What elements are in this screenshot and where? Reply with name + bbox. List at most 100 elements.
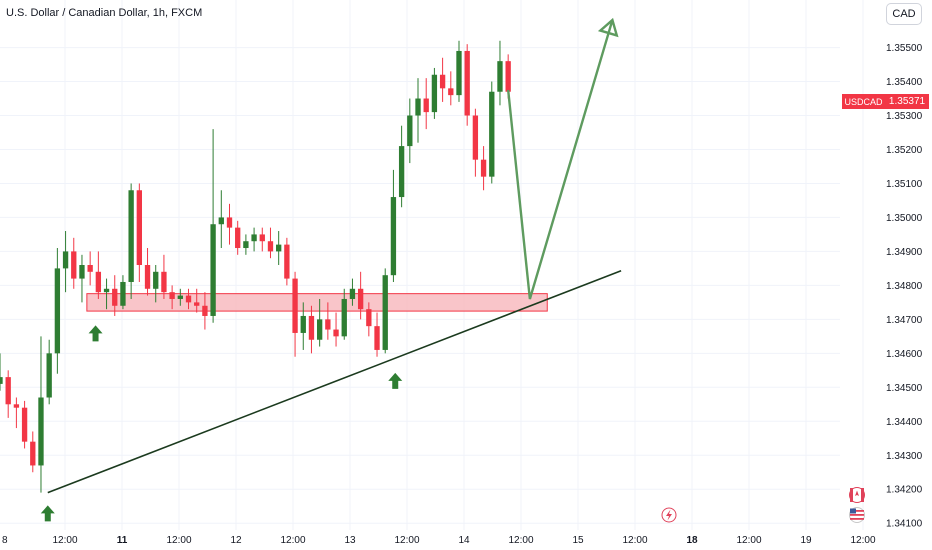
candle <box>95 251 102 299</box>
candle <box>374 312 380 357</box>
candle <box>366 302 372 337</box>
y-tick-label: 1.34900 <box>886 247 923 258</box>
candle <box>177 288 183 306</box>
candle <box>46 339 52 405</box>
candle <box>218 190 224 249</box>
candle <box>226 203 233 245</box>
time-axis[interactable]: 8 12:00 11 12:00 12 12:00 13 12:00 14 12:00 15 12:0… <box>2 535 876 546</box>
candle <box>38 336 44 493</box>
candle <box>341 288 347 340</box>
us-flag-icon[interactable] <box>849 507 865 523</box>
candle <box>357 271 364 320</box>
candle <box>472 108 479 177</box>
candle <box>13 397 20 429</box>
candle <box>456 40 462 102</box>
candle <box>71 237 77 289</box>
candle <box>169 285 175 310</box>
candle <box>79 254 85 303</box>
support-arrow <box>88 325 103 342</box>
projection-arrowhead <box>597 17 619 38</box>
x-tick-label: 15 <box>572 535 584 546</box>
x-tick-label: 12:00 <box>736 535 761 546</box>
candle <box>489 81 495 184</box>
x-tick-label: 19 <box>800 535 812 546</box>
candle <box>120 275 126 310</box>
y-tick-label: 1.34400 <box>886 417 923 428</box>
candle <box>210 129 216 323</box>
y-tick-label: 1.35400 <box>886 77 923 88</box>
support-arrows <box>40 325 403 522</box>
projection-path[interactable] <box>506 19 614 300</box>
y-tick-label: 1.35000 <box>886 213 923 224</box>
lightning-icon[interactable] <box>661 507 677 523</box>
candle <box>284 237 290 286</box>
candle <box>153 265 159 303</box>
candle <box>259 227 265 252</box>
y-tick-label: 1.34600 <box>886 349 923 360</box>
candle <box>497 40 503 106</box>
currency-badge[interactable]: CAD <box>886 3 922 25</box>
current-price-tag: 1.35371 <box>885 94 929 109</box>
y-tick-label: 1.35200 <box>886 145 923 156</box>
y-tick-label: 1.35100 <box>886 179 923 190</box>
support-zone[interactable] <box>86 293 548 312</box>
ascending-trendline[interactable] <box>47 270 622 494</box>
candle <box>407 98 413 164</box>
x-tick-label: 12 <box>230 535 242 546</box>
y-tick-label: 1.34200 <box>886 485 923 496</box>
candle <box>431 67 438 119</box>
price-axis[interactable]: 1.34100 1.34200 1.34300 1.34400 1.34500 1.346… <box>886 43 923 530</box>
x-tick-label: 11 <box>117 535 128 546</box>
x-tick-label: 12:00 <box>166 535 191 546</box>
candle <box>415 78 421 143</box>
canada-flag-icon[interactable] <box>849 487 865 503</box>
candle <box>300 302 306 350</box>
candle <box>243 234 249 255</box>
candle <box>398 125 405 208</box>
x-tick-label: 13 <box>344 535 356 546</box>
y-tick-label: 1.34800 <box>886 281 923 292</box>
y-tick-label: 1.35500 <box>886 43 923 54</box>
candle <box>382 268 388 354</box>
candle <box>333 312 339 347</box>
candle <box>267 227 274 259</box>
y-tick-label: 1.35300 <box>886 111 923 122</box>
candle <box>202 292 208 330</box>
candle <box>21 400 28 449</box>
y-tick-label: 1.34700 <box>886 315 923 326</box>
candle <box>87 251 93 286</box>
candle <box>480 146 487 191</box>
candle <box>464 44 470 126</box>
candle <box>62 231 69 293</box>
x-tick-label: 8 <box>2 535 8 546</box>
candle <box>128 183 134 299</box>
candle <box>292 271 298 357</box>
candle <box>308 305 315 354</box>
y-tick-label: 1.34500 <box>886 383 923 394</box>
x-tick-label: 18 <box>686 535 698 546</box>
candle <box>251 227 257 252</box>
x-tick-label: 12:00 <box>508 535 533 546</box>
candle <box>54 248 61 374</box>
candle <box>316 298 323 347</box>
candle <box>136 183 143 282</box>
x-tick-label: 12:00 <box>622 535 647 546</box>
chart-title: U.S. Dollar / Canadian Dollar, 1h, FXCM <box>6 7 203 19</box>
x-tick-label: 12:00 <box>52 535 77 546</box>
symbol-price-tag: USDCAD <box>842 94 885 109</box>
x-tick-label: 12:00 <box>394 535 419 546</box>
candle <box>325 302 331 340</box>
candle <box>161 254 167 299</box>
candle <box>439 57 446 102</box>
y-tick-label: 1.34300 <box>886 451 923 462</box>
candle <box>235 220 241 255</box>
x-tick-label: 12:00 <box>850 535 875 546</box>
x-tick-label: 14 <box>458 535 470 546</box>
candle <box>112 275 118 316</box>
candle <box>103 278 110 310</box>
x-tick-label: 12:00 <box>280 535 305 546</box>
candle <box>0 353 3 391</box>
candle <box>349 278 356 306</box>
support-arrow <box>40 505 55 522</box>
